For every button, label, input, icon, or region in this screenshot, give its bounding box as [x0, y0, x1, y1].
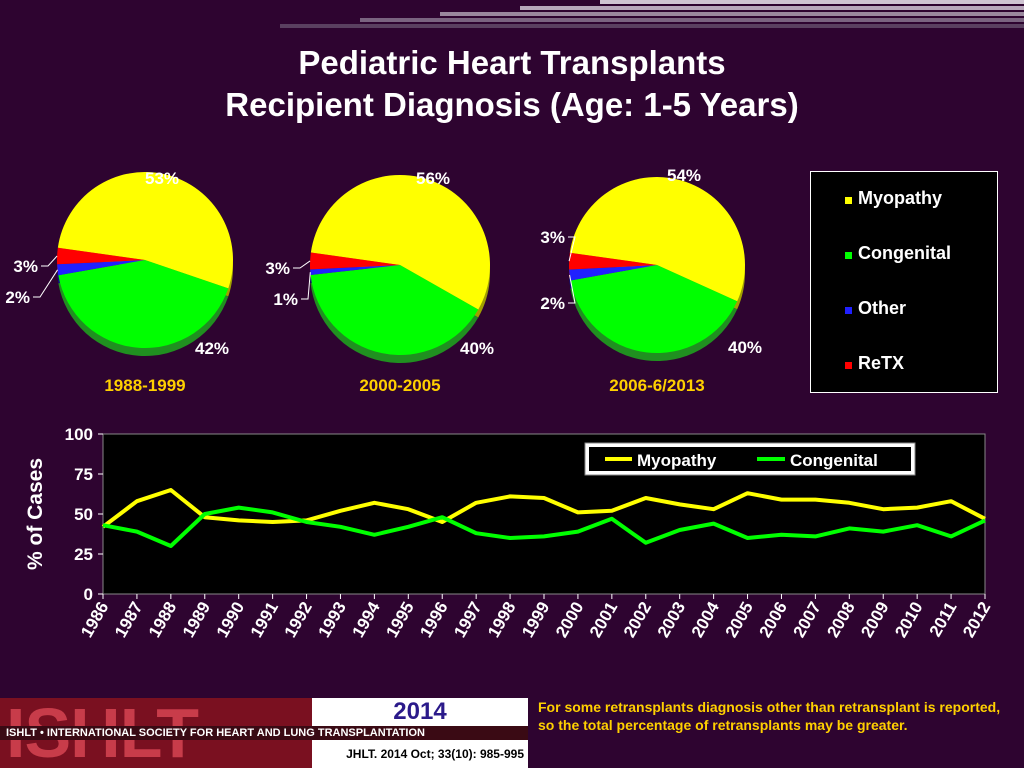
pie-slice-myopathy [57, 172, 234, 289]
x-tick-label: 1996 [416, 599, 451, 641]
year-badge: 2014 [312, 698, 528, 726]
y-axis-label: % of Cases [24, 458, 47, 570]
x-tick-label: 1995 [382, 599, 417, 641]
pie-slice-myopathy [310, 174, 490, 310]
footnote: For some retransplants diagnosis other t… [538, 699, 1001, 733]
line-legend-inner [589, 447, 911, 471]
x-tick-label: 2002 [620, 599, 655, 641]
x-tick-label: 2006 [756, 599, 791, 641]
y-tick-label: 25 [74, 545, 93, 564]
pie-slice-retx [57, 247, 146, 265]
pie-charts: 53% 42% 2% 3% 1988-1999 56% 40% 1% 3% 2000-2005 54… [5, 166, 762, 395]
x-tick-label: 1986 [77, 599, 112, 641]
pie-slice-other [57, 260, 146, 276]
legend-label-myopathy: Myopathy [858, 188, 943, 208]
x-tick-label: 2004 [688, 598, 724, 641]
pie-slice-retx [310, 252, 400, 270]
y-tick-label: 75 [74, 465, 93, 484]
legend-swatch-other [845, 307, 852, 314]
series-line-myopathy [101, 488, 986, 529]
x-tick-label: 1990 [213, 599, 248, 641]
line-legend-label-congenital: Congenital [790, 451, 878, 470]
pie-slice-congenital [310, 265, 479, 356]
header-stripes [0, 0, 1024, 34]
x-tick-label: 2008 [823, 599, 858, 641]
pie-title-3: 2006-6/2013 [609, 376, 704, 395]
pie-leader-other [301, 272, 311, 300]
legend-item-congenital: Congenital [845, 243, 951, 264]
line-legend-label-myopathy: Myopathy [637, 451, 717, 470]
legend-swatch-retx [845, 362, 852, 369]
pie-chart-1: 53% 42% 2% 3% 1988-1999 [5, 169, 234, 395]
title-line-1: Pediatric Heart Transplants [298, 44, 726, 81]
pie-label-congenital: 40% [460, 339, 494, 358]
pie-label-myopathy: 56% [416, 169, 450, 188]
pie-slice-congenital [58, 260, 229, 348]
pie-label-congenital: 42% [195, 339, 229, 358]
legend-label-congenital: Congenital [858, 243, 951, 263]
x-tick-label: 1991 [247, 599, 282, 641]
x-tick-label: 1988 [145, 599, 180, 641]
x-tick-label: 2005 [722, 599, 757, 641]
pie-leader-retx [41, 255, 58, 267]
x-tick-label: 2003 [654, 599, 689, 641]
legend-swatch-myopathy [845, 197, 852, 204]
pie-title-1: 1988-1999 [104, 376, 185, 395]
pie-slice-retx [569, 252, 657, 270]
x-tick-label: 2012 [959, 599, 994, 641]
x-tick-label: 1998 [484, 599, 519, 641]
pie-label-retx: 3% [13, 257, 38, 276]
legend-item-other: Other [845, 298, 906, 319]
legend-swatch-congenital [845, 252, 852, 259]
pie-leader-retx [293, 260, 311, 269]
x-tick-label: 1997 [450, 599, 485, 641]
pie-chart-3: 54% 40% 2% 3% 2006-6/2013 [540, 166, 762, 395]
series-line-congenital [102, 505, 986, 548]
y-tick-label: 50 [74, 505, 93, 524]
legend-item-retx: ReTX [845, 353, 904, 374]
legend-label-retx: ReTX [858, 353, 905, 373]
page-title: Pediatric Heart Transplants Recipient Di… [0, 42, 1024, 126]
x-tick-label: 1999 [518, 599, 553, 641]
x-tick-label: 2000 [552, 599, 587, 641]
pie-leader-retx [568, 236, 576, 262]
pie-slice-myopathy [569, 177, 745, 302]
title-line-2: Recipient Diagnosis (Age: 1-5 Years) [225, 86, 799, 123]
society-name: ISHLT • INTERNATIONAL SOCIETY FOR HEART … [0, 726, 528, 740]
pie-label-retx: 3% [265, 259, 290, 278]
x-tick-label: 2007 [789, 599, 824, 641]
x-tick-label: 2010 [891, 599, 926, 641]
pie-slice-other [310, 265, 400, 276]
x-tick-label: 2009 [857, 599, 892, 641]
pie-label-retx: 3% [540, 228, 565, 247]
pie-slice-congenital [570, 265, 738, 354]
y-tick-label: 0 [84, 585, 93, 604]
pie-label-congenital: 40% [728, 338, 762, 357]
citation: JHLT. 2014 Oct; 33(10): 985-995 [312, 740, 528, 768]
pie-label-myopathy: 53% [145, 169, 179, 188]
x-tick-label: 1987 [111, 599, 146, 641]
x-tick-label: 1994 [348, 598, 384, 641]
pie-label-myopathy: 54% [667, 166, 701, 185]
pie-chart-2: 56% 40% 1% 3% 2000-2005 [265, 169, 494, 395]
pie-label-other: 2% [540, 294, 565, 313]
line-chart: 0255075100198619871988198919901991199219… [24, 425, 994, 641]
x-tick-label: 1992 [281, 599, 316, 641]
x-tick-label: 1993 [315, 599, 350, 641]
pie-leader-other [33, 269, 58, 298]
pie-leader-other [568, 274, 576, 304]
y-tick-label: 100 [65, 425, 93, 444]
pie-slice-other [569, 265, 657, 281]
x-tick-label: 2011 [926, 599, 961, 640]
x-tick-label: 2001 [586, 599, 621, 641]
pie-legend: Myopathy Congenital Other ReTX [810, 171, 998, 393]
pie-label-other: 1% [273, 290, 298, 309]
pie-label-other: 2% [5, 288, 30, 307]
pie-title-2: 2000-2005 [359, 376, 440, 395]
legend-item-myopathy: Myopathy [845, 188, 942, 209]
x-tick-label: 1989 [179, 599, 214, 641]
line-legend: Myopathy Congenital [584, 442, 916, 476]
legend-label-other: Other [858, 298, 907, 318]
